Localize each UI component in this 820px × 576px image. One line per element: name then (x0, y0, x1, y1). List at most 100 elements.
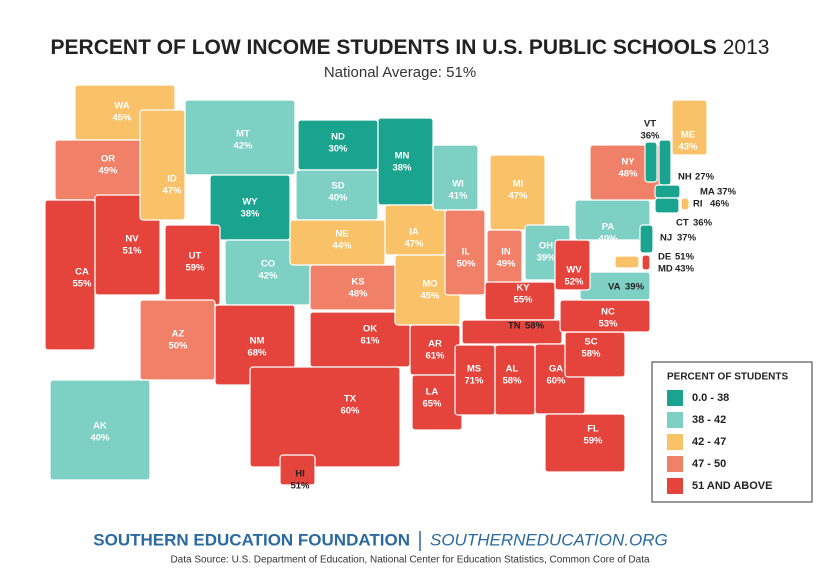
state-abbr: AR (428, 339, 442, 350)
state-abbr: MO (422, 279, 437, 290)
state-value-label: 47% (162, 186, 182, 197)
state-value-label: 60% (340, 406, 360, 417)
state-value-label: 46% (710, 199, 730, 210)
state-abbr: NY (621, 157, 635, 168)
state-abbr: OH (539, 241, 553, 252)
state-abbr: MD (658, 264, 673, 275)
state-abbr: DE (658, 252, 671, 263)
state-value-label: 51% (290, 481, 310, 492)
state-abbr: UT (189, 251, 202, 262)
state-abbr: SC (584, 337, 597, 348)
state-value-label: 65% (422, 399, 442, 410)
state-abbr: NE (335, 229, 348, 240)
legend-swatch (667, 412, 683, 428)
state-abbr: WA (114, 101, 129, 112)
state-value-label: 43% (678, 142, 698, 153)
state-abbr: CT (676, 218, 689, 229)
state-value-label: 61% (425, 351, 445, 362)
legend-box (651, 361, 813, 503)
legend-swatch (667, 456, 683, 472)
state-value-label: 27% (695, 172, 715, 183)
state-abbr: WI (452, 179, 464, 190)
state (279, 454, 316, 486)
state-abbr: NH (678, 172, 692, 183)
state-value-label: 47% (508, 191, 528, 202)
legend-swatch (667, 390, 683, 406)
state-abbr: PA (602, 222, 615, 233)
state-abbr: FL (587, 424, 599, 435)
state-value-label: 52% (564, 277, 584, 288)
state (444, 209, 486, 296)
legend-title: PERCENT OF STUDENTS (667, 372, 788, 383)
state (654, 197, 680, 214)
state-abbr: SD (331, 181, 344, 192)
state (249, 366, 401, 468)
state-abbr: ND (331, 132, 345, 143)
title-year: 2013 (723, 36, 770, 59)
states: WA45%OR49%CA55%NV51%ID47%MT42%WY38%UT59%… (44, 84, 737, 492)
state-value-label: 50% (456, 259, 476, 270)
state-abbr: HI (295, 469, 305, 480)
state-value-label: 71% (464, 376, 484, 387)
state-value-label: 59% (185, 263, 205, 274)
state-abbr: ID (167, 174, 177, 185)
state-value-label: 38% (240, 209, 260, 220)
state-value-label: 48% (348, 289, 368, 300)
state-abbr: TN (508, 321, 521, 332)
legend-label: 38 - 42 (692, 414, 726, 426)
state-value-label: 36% (640, 131, 660, 142)
state-abbr: CA (75, 267, 89, 278)
state-abbr: MS (467, 364, 481, 375)
footer-org: SOUTHERN EDUCATION FOUNDATION (93, 530, 410, 549)
state (49, 379, 151, 481)
legend-swatch (667, 478, 683, 494)
state (139, 109, 186, 221)
state (671, 99, 708, 156)
state-value-label: 60% (546, 376, 566, 387)
state-abbr: AL (506, 364, 519, 375)
state-value-label: 58% (502, 376, 522, 387)
legend-label: 51 AND ABOVE (692, 480, 772, 492)
state-abbr: RI (693, 199, 703, 210)
state-value-label: 42% (258, 271, 278, 282)
state-value-label: 39% (536, 253, 556, 264)
state (639, 224, 654, 254)
state-value-label: 41% (448, 191, 468, 202)
state-abbr: WY (242, 197, 258, 208)
state-abbr: AK (93, 421, 107, 432)
state-abbr: MN (395, 151, 410, 162)
state-value-label: 38% (392, 163, 412, 174)
state-abbr: CO (261, 259, 275, 270)
state-value-label: 49% (496, 259, 516, 270)
state-value-label: 49% (98, 166, 118, 177)
state-abbr: IA (409, 227, 419, 238)
state-abbr: VT (644, 119, 656, 130)
legend-label: 0.0 - 38 (692, 392, 729, 404)
state-value-label: 40% (598, 234, 618, 245)
state (614, 255, 640, 269)
legend-label: 47 - 50 (692, 458, 726, 470)
state-abbr: WV (566, 265, 582, 276)
state-abbr: ME (681, 130, 695, 141)
state-abbr: GA (549, 364, 563, 375)
state-value-label: 48% (618, 169, 638, 180)
state-value-label: 45% (420, 291, 440, 302)
state-value-label: 40% (328, 193, 348, 204)
legend: PERCENT OF STUDENTS 0.0 - 38 38 - 42 42 - … (651, 361, 813, 503)
state-value-label: 53% (598, 319, 618, 330)
state-value-label: 43% (675, 264, 695, 275)
state-value-label: 58% (581, 349, 601, 360)
state-value-label: 55% (513, 295, 533, 306)
state-value-label: 37% (717, 187, 737, 198)
state-value-label: 40% (90, 433, 110, 444)
state-value-label: 61% (360, 336, 380, 347)
state (544, 413, 626, 473)
state (554, 239, 591, 291)
state (658, 139, 672, 186)
state-abbr: IL (462, 247, 471, 258)
state-value-label: 51% (122, 246, 142, 257)
state-abbr: KY (516, 283, 530, 294)
state-abbr: MT (236, 129, 250, 140)
